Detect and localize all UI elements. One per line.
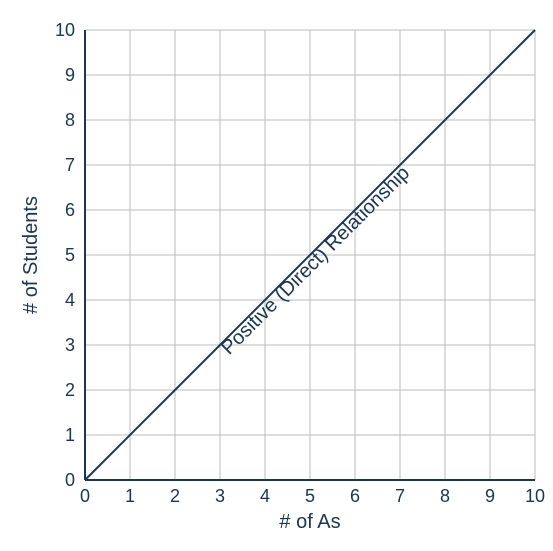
x-tick-label: 0 (80, 486, 90, 506)
y-tick-label: 0 (65, 470, 75, 490)
y-tick-label: 7 (65, 155, 75, 175)
y-tick-label: 4 (65, 290, 75, 310)
chart-svg: 012345678910012345678910Positive (Direct… (12, 12, 553, 539)
x-tick-label: 1 (125, 486, 135, 506)
y-tick-label: 10 (55, 20, 75, 40)
relationship-chart: 012345678910012345678910Positive (Direct… (12, 12, 553, 539)
y-tick-label: 3 (65, 335, 75, 355)
x-axis-label: # of As (279, 511, 340, 533)
x-tick-label: 2 (170, 486, 180, 506)
y-tick-label: 8 (65, 110, 75, 130)
x-tick-label: 10 (525, 486, 545, 506)
x-tick-label: 4 (260, 486, 270, 506)
x-tick-label: 3 (215, 486, 225, 506)
y-tick-label: 6 (65, 200, 75, 220)
x-tick-label: 7 (395, 486, 405, 506)
y-axis-label: # of Students (20, 196, 42, 314)
y-tick-label: 1 (65, 425, 75, 445)
y-tick-label: 9 (65, 65, 75, 85)
y-tick-label: 2 (65, 380, 75, 400)
x-tick-label: 5 (305, 486, 315, 506)
x-tick-label: 9 (485, 486, 495, 506)
y-tick-label: 5 (65, 245, 75, 265)
x-tick-label: 8 (440, 486, 450, 506)
x-tick-label: 6 (350, 486, 360, 506)
